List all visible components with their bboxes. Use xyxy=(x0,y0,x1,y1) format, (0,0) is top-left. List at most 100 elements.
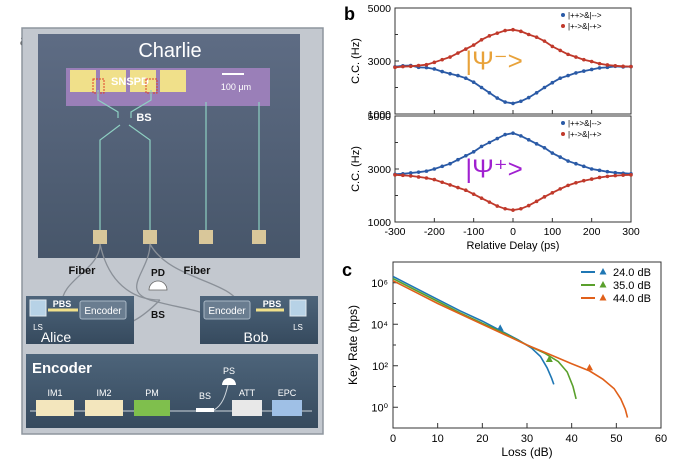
alice-ls-label: LS xyxy=(33,323,43,332)
data-point xyxy=(416,63,421,68)
data-point xyxy=(511,131,515,136)
data-point xyxy=(416,175,421,179)
x-axis-label: Relative Delay (ps) xyxy=(467,240,560,252)
data-point xyxy=(550,191,555,195)
y-tick-label: 10⁴ xyxy=(371,319,388,331)
data-point xyxy=(550,151,555,155)
pad-3 xyxy=(130,70,156,92)
series-marker-1 xyxy=(545,355,553,363)
data-point xyxy=(448,71,452,76)
y-tick-label: 3000 xyxy=(368,56,392,68)
data-point xyxy=(401,64,405,69)
chip-title: Charlie xyxy=(138,40,201,62)
legend-marker xyxy=(561,24,565,28)
y-tick-label: 10⁶ xyxy=(371,278,388,290)
x-tick-label: 300 xyxy=(622,226,640,238)
data-point xyxy=(393,173,397,177)
alice-name: Alice xyxy=(41,329,72,345)
legend-marker xyxy=(561,132,565,136)
y-tick-label: 5000 xyxy=(368,111,392,123)
data-point xyxy=(534,91,539,95)
data-point xyxy=(597,168,602,173)
legend-marker xyxy=(599,268,607,275)
y-tick-label: 1000 xyxy=(368,109,392,121)
data-point xyxy=(582,69,586,73)
legend-marker xyxy=(599,294,607,301)
data-point xyxy=(519,134,523,138)
state-label: |Ψ⁻> xyxy=(465,45,522,75)
encoder-detail-box xyxy=(26,354,318,428)
data-point xyxy=(495,96,500,100)
data-point xyxy=(495,136,500,141)
x-tick-label: 10 xyxy=(432,433,444,445)
encoder-detail-title: Encoder xyxy=(32,360,92,377)
data-point xyxy=(629,64,633,69)
data-point xyxy=(589,177,594,181)
coupler-pad-2 xyxy=(143,230,157,244)
data-point xyxy=(526,32,531,37)
data-point xyxy=(448,183,452,187)
pad-4 xyxy=(160,70,186,92)
chip-bs-label: BS xyxy=(136,112,151,124)
encoder-bs-label: BS xyxy=(199,391,211,401)
encoder-tap xyxy=(213,384,229,411)
state-label: |Ψ⁺> xyxy=(465,153,522,183)
data-point xyxy=(511,208,515,212)
data-point xyxy=(605,169,610,174)
y-tick-label: 3000 xyxy=(368,164,392,176)
data-point xyxy=(566,52,570,57)
data-point xyxy=(440,69,445,74)
data-point xyxy=(574,71,578,75)
data-point xyxy=(550,44,555,49)
x-axis-label: Loss (dB) xyxy=(501,445,552,459)
data-point xyxy=(589,167,594,171)
encoder-ps-detector xyxy=(222,378,236,385)
y-tick-label: 10⁰ xyxy=(371,402,388,414)
data-point xyxy=(479,38,484,42)
data-point xyxy=(566,159,570,163)
panel-label-c: c xyxy=(342,260,352,280)
encoder-pm xyxy=(134,400,170,416)
data-point xyxy=(542,85,547,90)
y-axis-label: C.C. (Hz) xyxy=(350,38,362,84)
bob-encoder-label: Encoder xyxy=(208,306,246,317)
y-tick-label: 1000 xyxy=(368,217,392,229)
pad-1 xyxy=(70,70,96,92)
encoder-att xyxy=(232,400,262,416)
pd-label: PD xyxy=(151,268,165,279)
series-marker-0 xyxy=(496,324,504,331)
x-tick-label: 50 xyxy=(610,433,622,445)
encoder-im2 xyxy=(85,400,123,416)
legend-marker xyxy=(599,281,607,288)
bottom-bs-label: BS xyxy=(151,310,165,321)
data-point xyxy=(448,55,452,59)
data-point xyxy=(432,60,437,65)
data-point xyxy=(558,155,562,159)
data-point xyxy=(519,29,523,34)
x-tick-label: 0 xyxy=(510,226,516,238)
x-tick-label: -100 xyxy=(463,226,484,238)
alice-encoder xyxy=(79,300,127,320)
legend-marker xyxy=(561,13,565,17)
data-point xyxy=(448,161,452,166)
data-point xyxy=(424,169,429,173)
data-point xyxy=(464,47,468,51)
photodiode xyxy=(148,280,168,291)
data-point xyxy=(487,200,492,204)
data-point xyxy=(629,173,633,177)
x-tick-label: 200 xyxy=(583,226,601,238)
data-point xyxy=(495,204,500,208)
data-point xyxy=(487,140,492,145)
series-marker-2 xyxy=(586,363,594,371)
waveguides xyxy=(97,90,260,232)
data-point xyxy=(582,178,586,183)
legend-label: |+->&|-+> xyxy=(568,22,602,31)
data-point xyxy=(621,64,625,69)
alice-encoder-label: Encoder xyxy=(84,306,122,317)
legend-marker xyxy=(561,121,565,125)
data-point xyxy=(589,59,594,64)
data-point xyxy=(605,63,610,67)
encoder-im1-label: IM1 xyxy=(47,388,62,398)
data-point xyxy=(432,67,437,71)
encoder-epc-label: EPC xyxy=(278,388,297,398)
